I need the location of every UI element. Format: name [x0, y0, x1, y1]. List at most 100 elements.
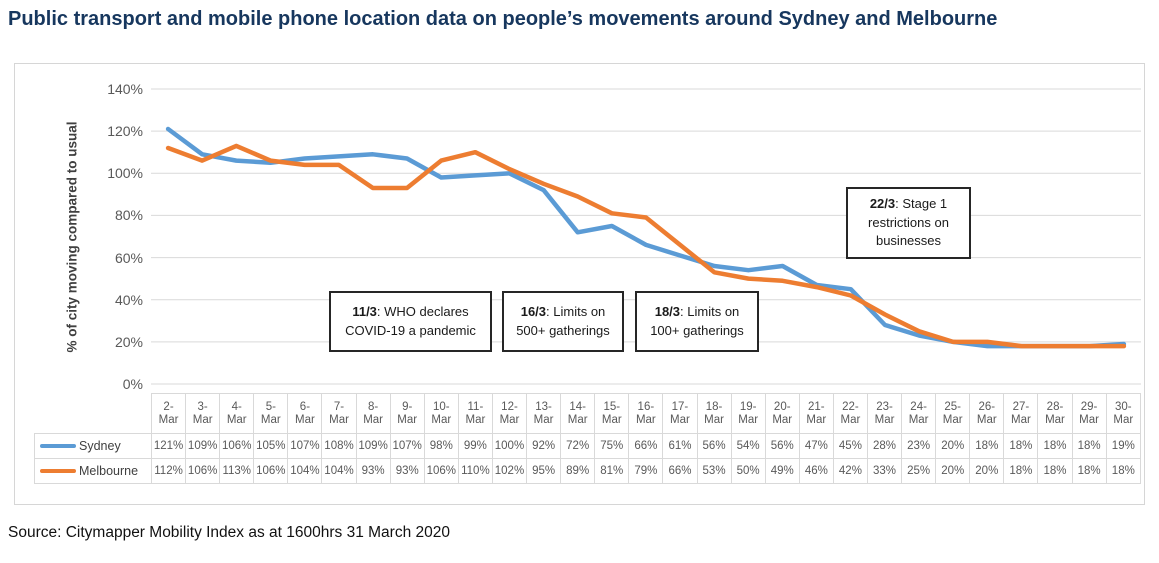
- date-month: Mar: [772, 413, 793, 426]
- value-cell: 19%: [1105, 433, 1142, 459]
- date-month: Mar: [738, 413, 759, 426]
- date-day: 7-: [333, 400, 345, 413]
- x-axis-date-header: 19- Mar: [730, 393, 766, 434]
- value-cell: 18%: [1071, 433, 1107, 459]
- value-cell: 47%: [798, 433, 834, 459]
- annotation-limits-100: 18/3: Limits on 100+ gatherings: [635, 291, 759, 352]
- value-cell: 46%: [798, 458, 834, 484]
- value-cell: 92%: [526, 433, 562, 459]
- date-month: Mar: [806, 413, 827, 426]
- value-cell: 121%: [150, 433, 187, 459]
- y-tick-label: 120%: [107, 123, 143, 140]
- annotation-limits-500: 16/3: Limits on 500+ gatherings: [502, 291, 624, 352]
- x-axis-date-header: 10- Mar: [423, 393, 459, 434]
- value-cell: 18%: [1003, 458, 1039, 484]
- x-axis-date-header: 24- Mar: [901, 393, 937, 434]
- date-month: Mar: [465, 413, 486, 426]
- date-month: Mar: [499, 413, 520, 426]
- value-cell: 105%: [253, 433, 289, 459]
- value-cell: 107%: [287, 433, 323, 459]
- date-month: Mar: [840, 413, 861, 426]
- annotation-stage1-restrictions: 22/3: Stage 1 restrictions on businesses: [846, 187, 971, 259]
- date-month: Mar: [192, 413, 213, 426]
- value-cell: 106%: [423, 458, 459, 484]
- value-cell: 81%: [594, 458, 630, 484]
- legend-entry: Melbourne: [36, 464, 151, 478]
- x-axis-date-header: 30- Mar: [1105, 393, 1142, 434]
- date-month: Mar: [397, 413, 418, 426]
- value-cell: 95%: [526, 458, 562, 484]
- value-cell: 113%: [219, 458, 255, 484]
- annotation-date: 16/3: [520, 303, 547, 319]
- annotation-who-pandemic: 11/3: WHO declares COVID-19 a pandemic: [329, 291, 492, 352]
- x-axis-date-header: 15- Mar: [594, 393, 630, 434]
- y-tick-label: 80%: [114, 207, 143, 224]
- value-cell: 56%: [696, 433, 732, 459]
- date-day: 2-: [163, 400, 174, 413]
- x-axis-date-header: 7- Mar: [321, 393, 357, 434]
- date-day: 28-: [1046, 400, 1064, 413]
- melbourne-legend-swatch: [40, 468, 76, 474]
- y-tick-label: 100%: [107, 165, 143, 182]
- date-month: Mar: [567, 413, 588, 426]
- x-axis-date-header: 18- Mar: [696, 393, 732, 434]
- date-month: Mar: [1045, 413, 1065, 426]
- annotation-text-block: 18/3: Limits on 100+ gatherings: [640, 303, 754, 341]
- date-day: 4-: [231, 400, 242, 413]
- date-day: 8-: [367, 400, 379, 413]
- date-day: 21-: [808, 400, 825, 413]
- date-day: 19-: [739, 400, 757, 413]
- date-day: 5-: [265, 400, 276, 413]
- legend-label: Sydney: [79, 439, 121, 453]
- date-day: 25-: [944, 400, 962, 413]
- date-day: 11-: [467, 400, 484, 413]
- page-title: Public transport and mobile phone locati…: [8, 8, 998, 30]
- annotation-text-block: 16/3: Limits on 500+ gatherings: [507, 303, 619, 341]
- value-cell: 110%: [457, 458, 493, 484]
- date-day: 13-: [535, 400, 552, 413]
- value-cell: 100%: [491, 433, 528, 459]
- x-axis-date-header: 21- Mar: [798, 393, 834, 434]
- value-cell: 20%: [969, 458, 1005, 484]
- legend-cell: Melbourne: [34, 458, 152, 484]
- value-cell: 66%: [628, 433, 664, 459]
- sydney-legend-swatch: [40, 443, 76, 449]
- value-cell: 112%: [150, 458, 187, 484]
- value-cell: 108%: [321, 433, 357, 459]
- date-day: 15-: [603, 400, 621, 413]
- x-axis-date-header: 2- Mar: [150, 393, 187, 434]
- value-cell: 104%: [321, 458, 357, 484]
- x-axis-date-header: 3- Mar: [185, 393, 221, 434]
- x-axis-date-header: 14- Mar: [560, 393, 596, 434]
- value-cell: 18%: [1105, 458, 1142, 484]
- annotation-text: : Limits on 500+ gatherings: [516, 303, 610, 338]
- sydney-table-row: Sydney 121% 109% 106% 105% 107% 108% 109% 107% 98…: [34, 433, 1142, 459]
- date-month: Mar: [533, 413, 554, 426]
- x-axis-date-header: 5- Mar: [253, 393, 289, 434]
- chart-data-table: 2- Mar 3- Mar 4- Mar 5- Mar 6- Mar 7- Mar 8- Mar 9- Mar…: [34, 393, 1142, 484]
- x-axis-date-header: 29- Mar: [1071, 393, 1107, 434]
- value-cell: 109%: [355, 433, 391, 459]
- legend-label: Melbourne: [79, 464, 139, 478]
- value-cell: 102%: [491, 458, 528, 484]
- date-day: 6-: [299, 400, 311, 413]
- annotation-date: 18/3: [654, 303, 681, 319]
- date-day: 3-: [197, 400, 208, 413]
- value-cell: 25%: [901, 458, 937, 484]
- date-day: 27-: [1012, 400, 1030, 413]
- annotation-text: : Stage 1 restrictions on businesses: [868, 195, 949, 249]
- x-axis-date-header: 9- Mar: [389, 393, 425, 434]
- y-tick-label: 20%: [114, 333, 143, 350]
- value-cell: 106%: [219, 433, 255, 459]
- x-axis-date-header: 11- Mar: [457, 393, 493, 434]
- value-cell: 23%: [901, 433, 937, 459]
- value-cell: 45%: [832, 433, 868, 459]
- date-month: Mar: [635, 413, 656, 426]
- x-axis-date-header: 26- Mar: [969, 393, 1005, 434]
- value-cell: 20%: [935, 458, 971, 484]
- value-cell: 93%: [355, 458, 391, 484]
- y-tick-label: 40%: [114, 291, 143, 308]
- date-month: Mar: [908, 413, 929, 426]
- x-axis-date-header: 8- Mar: [355, 393, 391, 434]
